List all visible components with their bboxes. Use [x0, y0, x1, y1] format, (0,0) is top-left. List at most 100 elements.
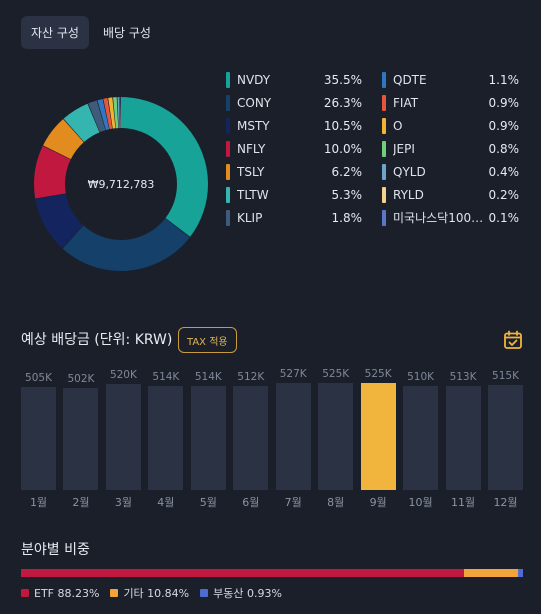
legend-name: TLTW: [237, 187, 269, 202]
legend-item[interactable]: QDTE 1.1%: [382, 68, 519, 91]
donut-slice-cony[interactable]: [34, 97, 208, 271]
legend-item[interactable]: FIAT 0.9%: [382, 91, 519, 114]
legend-swatch: [382, 94, 386, 111]
legend-percent: 26.3%: [323, 95, 362, 110]
sector-legend-swatch: [110, 589, 119, 597]
month-bar-group[interactable]: 514K 5월: [190, 366, 226, 514]
month-bar[interactable]: [275, 383, 311, 490]
bar-month-label: 5월: [199, 496, 217, 509]
legend-item[interactable]: KLIP 1.8%: [226, 206, 362, 229]
legend-name: QDTE: [393, 72, 427, 87]
legend-item[interactable]: O 0.9%: [382, 114, 519, 137]
bar-month-label: 10월: [408, 496, 433, 509]
legend-item[interactable]: TSLY 6.2%: [226, 160, 362, 183]
tab-dividend-composition[interactable]: 배당 구성: [102, 26, 151, 40]
month-bar[interactable]: [318, 383, 354, 490]
month-bar-group[interactable]: 514K 4월: [148, 366, 184, 514]
holdings-legend-right: QDTE 1.1% FIAT 0.9% O 0.9% JEPI 0.8% QYLD 0.4% RYL…: [382, 68, 519, 229]
month-bar[interactable]: [360, 383, 396, 490]
legend-name: TSLY: [237, 164, 265, 179]
calendar-icon[interactable]: [503, 330, 523, 350]
legend-swatch: [382, 163, 386, 180]
legend-name: O: [393, 118, 403, 133]
month-bar[interactable]: [105, 384, 141, 490]
sector-legend-label: ETF 88.23%: [34, 586, 100, 600]
sector-legend-swatch: [21, 589, 29, 597]
month-bar-group[interactable]: 525K 9월: [360, 366, 396, 514]
legend-item[interactable]: TLTW 5.3%: [226, 183, 362, 206]
bar-month-label: 7월: [284, 496, 302, 509]
bar-value-label: 520K: [109, 369, 137, 381]
legend-name: FIAT: [393, 95, 419, 110]
donut-svg: [34, 97, 208, 271]
month-bar-group[interactable]: 510K 10월: [403, 366, 439, 514]
month-bar-group[interactable]: 527K 7월: [275, 366, 311, 514]
legend-item[interactable]: QYLD 0.4%: [382, 160, 519, 183]
sector-legend-item: 부동산 0.93%: [200, 585, 282, 601]
month-bar[interactable]: [190, 386, 226, 490]
tab-asset-composition[interactable]: 자산 구성: [21, 16, 89, 49]
legend-item[interactable]: NVDY 35.5%: [226, 68, 362, 91]
legend-percent: 0.4%: [488, 164, 520, 179]
legend-item[interactable]: NFLY 10.0%: [226, 137, 362, 160]
donut-slice-nfly[interactable]: [34, 97, 208, 271]
tax-apply-button[interactable]: TAX 적용: [178, 327, 237, 353]
bar-month-label: 3월: [114, 496, 132, 509]
legend-item[interactable]: JEPI 0.8%: [382, 137, 519, 160]
legend-swatch: [226, 140, 230, 157]
bar-month-label: 11월: [450, 496, 476, 509]
month-bar[interactable]: [21, 387, 56, 490]
legend-name: NVDY: [237, 72, 271, 87]
legend-name: NFLY: [237, 141, 266, 156]
sector-legend: ETF 88.23% 기타 10.84% 부동산 0.93%: [21, 585, 282, 601]
legend-name: MSTY: [237, 118, 270, 133]
portfolio-donut-chart: ₩9,712,783: [28, 91, 214, 277]
month-bar-group[interactable]: 505K 1월: [21, 366, 56, 514]
legend-item[interactable]: 미국나스닥100… 0.1%: [382, 206, 519, 229]
legend-percent: 0.8%: [488, 141, 520, 156]
bar-month-label: 2월: [72, 496, 90, 509]
month-bar-group[interactable]: 513K 11월: [445, 366, 481, 514]
bar-value-label: 514K: [152, 371, 180, 383]
month-bar-group[interactable]: 502K 2월: [63, 366, 99, 514]
bar-value-label: 525K: [322, 368, 350, 380]
bar-value-label: 515K: [492, 370, 519, 382]
sector-segment: [463, 569, 519, 577]
legend-item[interactable]: RYLD 0.2%: [382, 183, 519, 206]
month-bar[interactable]: [488, 385, 523, 490]
month-bar-group[interactable]: 512K 6월: [233, 366, 269, 514]
legend-item[interactable]: CONY 26.3%: [226, 91, 362, 114]
tab-bar: 자산 구성 배당 구성: [21, 16, 161, 49]
bar-value-label: 505K: [25, 372, 52, 384]
legend-swatch: [226, 186, 230, 203]
month-bar[interactable]: [63, 388, 99, 490]
bar-month-label: 8월: [327, 496, 345, 509]
sector-legend-item: ETF 88.23%: [21, 585, 99, 601]
sector-legend-label: 기타 10.84%: [123, 587, 190, 600]
donut-slice-nvdy[interactable]: [34, 97, 208, 271]
month-bar-group[interactable]: 520K 3월: [105, 366, 141, 514]
bar-month-label: 1월: [29, 496, 48, 509]
legend-swatch: [226, 163, 230, 180]
legend-swatch: [382, 71, 386, 88]
bar-month-label: 12월: [493, 496, 518, 509]
legend-percent: 0.2%: [488, 187, 520, 202]
legend-item[interactable]: MSTY 10.5%: [226, 114, 362, 137]
month-bar-group[interactable]: 515K 12월: [488, 366, 523, 514]
legend-percent: 1.1%: [488, 72, 520, 87]
sector-legend-item: 기타 10.84%: [110, 585, 189, 601]
month-bar[interactable]: [445, 386, 481, 490]
legend-name: RYLD: [393, 187, 424, 202]
sector-legend-label: 부동산 0.93%: [213, 587, 282, 600]
sector-segment: [518, 569, 523, 577]
legend-swatch: [226, 94, 230, 111]
month-bar[interactable]: [403, 386, 439, 490]
month-bar[interactable]: [148, 386, 184, 490]
portfolio-total: ₩9,712,783: [87, 177, 155, 191]
bar-value-label: 512K: [237, 371, 265, 383]
legend-percent: 10.0%: [323, 141, 362, 156]
legend-swatch: [226, 71, 230, 88]
month-bar-group[interactable]: 525K 8월: [318, 366, 354, 514]
month-bar[interactable]: [233, 386, 269, 490]
legend-name: JEPI: [393, 141, 415, 156]
